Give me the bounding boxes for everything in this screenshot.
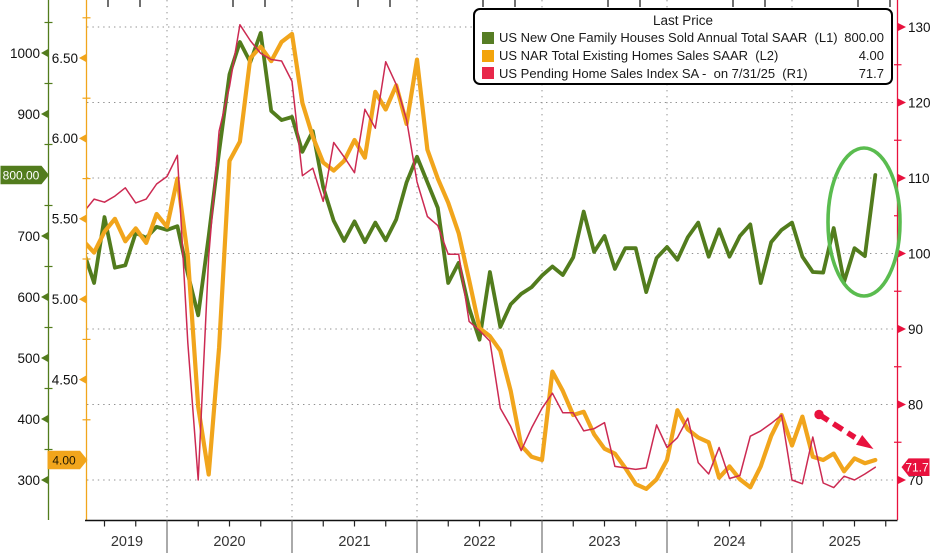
axis-tick-label-R1: 80 [908, 397, 923, 412]
tick-arrow-L1 [41, 292, 49, 302]
highlight-ellipse-annotation [826, 146, 902, 298]
legend-label: US NAR Total Existing Homes Sales SAAR (… [499, 48, 779, 64]
legend-value: 800.00 [844, 30, 884, 46]
legend-label: US New One Family Houses Sold Annual Tot… [499, 30, 838, 46]
x-axis-year-label: 2025 [829, 534, 861, 550]
axis-tick-label-L2: 6.50 [52, 51, 78, 66]
tick-arrow-L2 [79, 294, 87, 304]
series-swatch-orange [482, 49, 494, 62]
axis-tick-label-L2: 5.00 [52, 292, 78, 307]
tick-arrow-L1 [41, 109, 49, 119]
tick-arrow-R1 [897, 173, 906, 183]
series-swatch-green [482, 31, 494, 44]
legend-title: Last Price [652, 13, 714, 28]
trend-arrow-head [856, 435, 874, 449]
tick-arrow-L2 [79, 375, 87, 384]
axis-tick-label-L2: 4.50 [52, 372, 78, 387]
axis-tick-label-R1: 110 [908, 171, 930, 186]
tick-arrow-R1 [897, 249, 906, 258]
last-price-badge-L1-text: 800.00 [3, 168, 40, 182]
last-price-badge-L2 [47, 450, 88, 470]
axis-tick-label-L1: 500 [17, 351, 40, 366]
axis-tick-label-L2: 6.00 [52, 131, 78, 146]
series-line-existing-home-sales [87, 31, 878, 491]
series-group [87, 23, 878, 491]
x-axis-year-label: 2020 [213, 534, 245, 550]
legend-row-new-home-sales[interactable]: US New One Family Houses Sold Annual Tot… [482, 29, 884, 47]
tick-arrow-R1 [897, 22, 906, 32]
tick-arrow-L2 [79, 214, 87, 224]
tick-arrow-R1 [897, 324, 906, 334]
tick-arrow-L1 [41, 353, 49, 363]
axis-tick-label-L1: 400 [17, 412, 40, 427]
tick-arrow-L1 [41, 475, 49, 485]
tick-arrow-L1 [41, 231, 49, 241]
trend-arrow-shaft [817, 412, 857, 440]
x-axis-year-label: 2021 [338, 534, 370, 550]
tick-arrow-R1 [897, 400, 906, 409]
tick-arrow-L2 [79, 53, 87, 63]
series-line-pending-home-sales [87, 23, 877, 489]
axis-tick-label-R1: 120 [908, 95, 930, 110]
tick-arrow-L2 [79, 134, 87, 143]
axis-tick-label-L1: 600 [17, 290, 40, 305]
legend-row-pending-home-sales[interactable]: US Pending Home Sales Index SA - on 7/31… [482, 65, 884, 83]
axis-tick-label-R1: 70 [908, 473, 923, 488]
legend-label: US Pending Home Sales Index SA - on 7/31… [499, 65, 808, 81]
axis-tick-label-R1: 90 [908, 322, 923, 337]
tick-arrow-L1 [41, 414, 49, 424]
legend: Last Price US New One Family Houses Sold… [473, 8, 893, 85]
axis-tick-label-L2: 5.50 [52, 212, 78, 227]
axis-tick-label-L1: 900 [17, 107, 40, 122]
axis-tick-label-R1: 130 [908, 20, 930, 35]
series-swatch-red [482, 67, 494, 80]
tick-arrow-L1 [41, 48, 49, 58]
last-price-badge-R1 [901, 458, 930, 476]
axis-tick-label-L1: 1000 [10, 46, 40, 61]
legend-value: 4.00 [858, 48, 884, 64]
tick-arrow-R1 [897, 475, 906, 485]
axis-tick-label-L1: 300 [17, 473, 40, 488]
x-axis-year-label: 2022 [463, 534, 495, 550]
last-price-badge-L1 [0, 165, 49, 185]
tick-arrow-R1 [897, 98, 906, 107]
x-axis-year-label: 2024 [713, 534, 745, 550]
x-axis-year-label: 2019 [111, 534, 143, 550]
axis-tick-label-R1: 100 [908, 246, 930, 261]
legend-value: 71.7 [858, 65, 884, 81]
axis-tick-label-L1: 700 [17, 229, 40, 244]
legend-row-existing-home-sales[interactable]: US NAR Total Existing Homes Sales SAAR (… [482, 47, 884, 65]
last-price-badge-R1-text: 71.7 [905, 460, 929, 474]
x-axis-year-label: 2023 [588, 534, 620, 550]
last-price-badge-L2-text: 4.00 [52, 453, 76, 467]
